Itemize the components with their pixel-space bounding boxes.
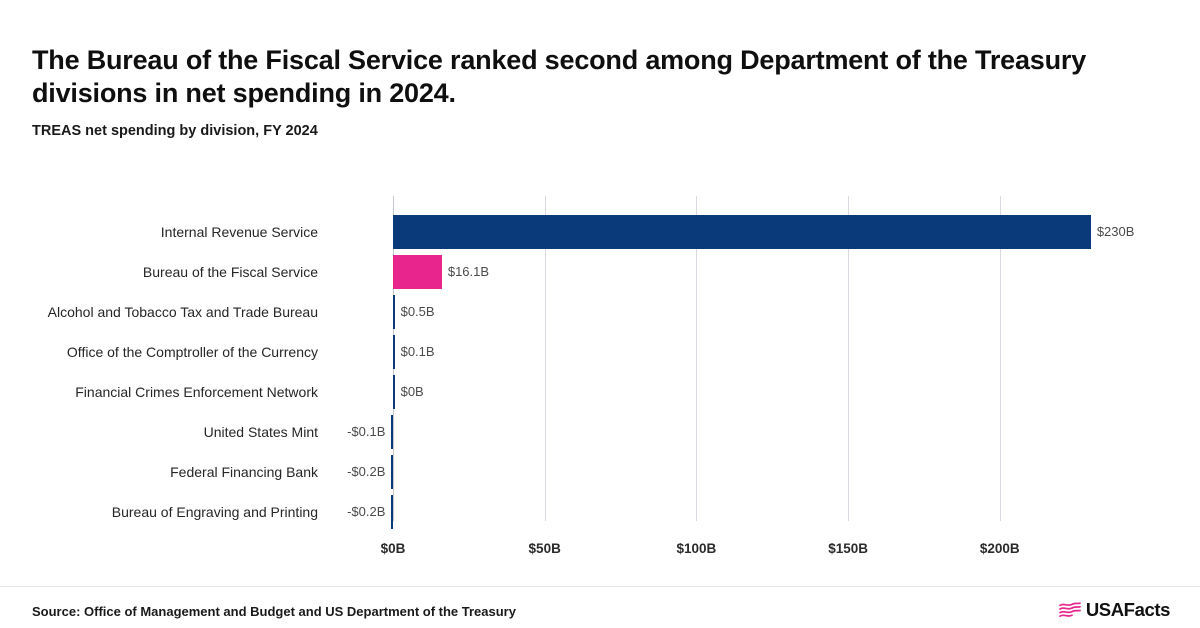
bar-row[interactable]: $0B: [0, 372, 1200, 412]
brand-name: USAFacts: [1085, 598, 1171, 620]
bars-group: $230B $16.1B $0.5B $0.1B $0B -$0.1B -$0.2B -$0.…: [0, 196, 1200, 529]
category-label: Bureau of Engraving and Printing: [111, 504, 318, 520]
gridline: [696, 196, 698, 521]
gridline: [999, 196, 1001, 521]
chart-plot-area: Internal Revenue Service Bureau of the Fi…: [0, 196, 1200, 556]
category-label: Bureau of the Fiscal Service: [142, 264, 318, 280]
x-axis-tick-label: $100B: [676, 541, 717, 556]
bar-row[interactable]: $0.5B: [0, 292, 1200, 332]
gridline: [544, 196, 546, 521]
bar[interactable]: [391, 455, 393, 489]
x-axis-tick-label: $0B: [380, 541, 406, 556]
usafacts-logo: USAFacts: [1058, 598, 1171, 622]
source-note: Source: Office of Management and Budget …: [32, 604, 516, 619]
bar-value-label: $0.1B: [400, 344, 435, 359]
bar-row[interactable]: $16.1B: [0, 252, 1200, 292]
bar[interactable]: [393, 215, 1091, 249]
bar-row[interactable]: $230B: [0, 212, 1200, 252]
bar-value-label: $0B: [400, 384, 424, 399]
bar-row[interactable]: -$0.1B: [0, 412, 1200, 452]
bar-value-label: $230B: [1096, 224, 1135, 239]
x-axis-tick-label: $150B: [828, 541, 868, 556]
page-title: The Bureau of the Fiscal Service ranked …: [32, 45, 1087, 108]
category-label: Federal Financing Bank: [170, 464, 318, 480]
bar-value-label: -$0.2B: [347, 464, 386, 479]
bar-row[interactable]: -$0.2B: [0, 452, 1200, 492]
category-label: Office of the Comptroller of the Currenc…: [66, 344, 318, 360]
category-label: Alcohol and Tobacco Tax and Trade Bureau: [47, 304, 318, 320]
x-axis-tick-label: $200B: [979, 541, 1020, 556]
footer-divider: [0, 586, 1200, 587]
usafacts-flag-icon: [1058, 602, 1081, 618]
bar-row[interactable]: $0.1B: [0, 332, 1200, 372]
category-label: Internal Revenue Service: [160, 224, 318, 240]
bar[interactable]: [393, 335, 395, 369]
bar-value-label: $16.1B: [447, 264, 490, 279]
bar[interactable]: [391, 495, 393, 529]
bar-value-label: -$0.1B: [347, 424, 386, 439]
gridline: [848, 196, 850, 521]
bar[interactable]: [393, 295, 395, 329]
chart-header: The Bureau of the Fiscal Service ranked …: [32, 44, 1152, 140]
category-label: United States Mint: [203, 424, 318, 440]
bar-value-label: -$0.2B: [347, 504, 386, 519]
bar-value-label: $0.5B: [400, 304, 435, 319]
value-axis: $0B $50B $100B $150B $200B: [0, 541, 1200, 565]
bar-row[interactable]: -$0.2B: [0, 492, 1200, 532]
bar[interactable]: [391, 415, 393, 449]
x-axis-tick-label: $50B: [528, 541, 561, 556]
bar[interactable]: [393, 255, 442, 289]
category-label: Financial Crimes Enforcement Network: [75, 384, 318, 400]
chart-subtitle: TREAS net spending by division, FY 2024: [32, 123, 318, 139]
bar[interactable]: [393, 375, 395, 409]
